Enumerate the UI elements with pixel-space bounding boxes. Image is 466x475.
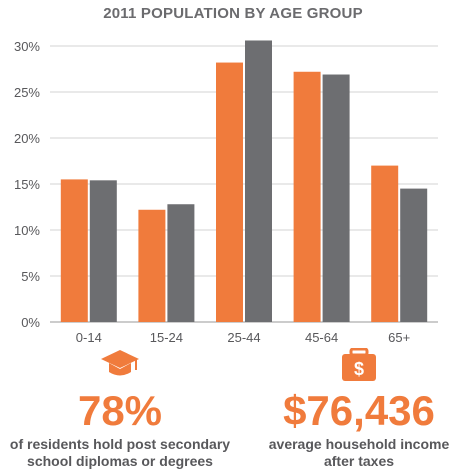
bar-45-64-series-1 [293,71,321,322]
x-tick-label: 45-64 [305,330,338,345]
y-tick-label: 30% [14,39,40,54]
bar-chart: 0% 5% 10% 15% 20% 25% 30% 0-14 15-24 25-44 45-64 6… [14,39,438,345]
x-tick-label: 65+ [388,330,410,345]
bar-0-14-series-1 [60,179,88,322]
x-axis-ticks: 0-14 15-24 25-44 45-64 65+ [76,330,410,345]
income-desc-line2: after taxes [323,453,395,469]
income-value: $76,436 [283,387,435,434]
bars [60,40,428,323]
bar-15-24-series-2 [167,204,195,322]
bar-0-14-series-2 [89,180,117,322]
x-tick-label: 25-44 [227,330,260,345]
y-tick-label: 0% [21,315,40,330]
education-stat: 78% of residents hold post secondary sch… [0,348,240,470]
y-axis-ticks: 0% 5% 10% 15% 20% 25% 30% [14,39,40,330]
dollar-symbol: $ [354,359,364,379]
education-desc-line2: school diplomas or degrees [27,453,213,469]
y-tick-label: 10% [14,223,40,238]
y-tick-label: 25% [14,85,40,100]
bar-25-44-series-2 [245,40,272,322]
bar-65+-series-1 [371,165,399,322]
education-desc-line1: of residents hold post secondary [9,436,231,452]
bar-15-24-series-1 [138,209,166,322]
bar-65+-series-2 [400,188,428,322]
bar-45-64-series-2 [322,74,350,323]
x-tick-label: 15-24 [150,330,183,345]
money-bag-icon: $ [342,348,376,381]
chart-title: 2011 POPULATION BY AGE GROUP [103,5,363,22]
x-tick-label: 0-14 [76,330,102,345]
graduation-cap-icon [101,350,139,376]
y-tick-label: 5% [21,269,40,284]
income-stat: $ $76,436 average household income after… [252,348,466,470]
y-tick-label: 20% [14,131,40,146]
bar-25-44-series-1 [216,62,243,323]
income-desc-line1: average household income [268,436,450,452]
y-tick-label: 15% [14,177,40,192]
education-value: 78% [77,387,163,434]
